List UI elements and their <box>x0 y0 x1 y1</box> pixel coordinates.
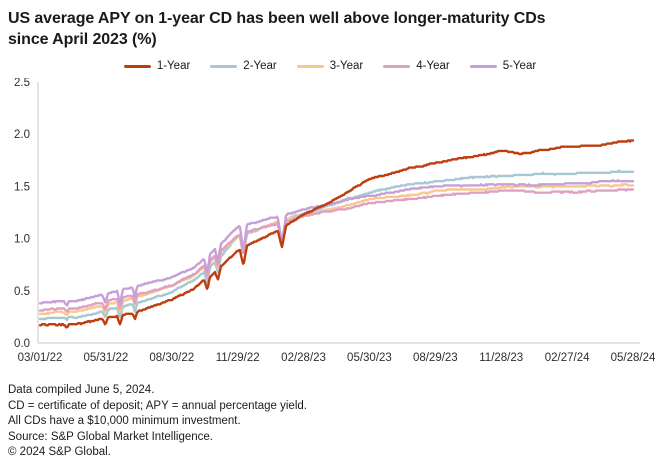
legend-swatch-5-year <box>469 64 497 68</box>
legend-item-3-year[interactable]: 3-Year <box>296 60 364 72</box>
series-line-4-year <box>38 188 635 313</box>
chart-title: US average APY on 1-year CD has been wel… <box>8 8 546 50</box>
line-chart: 0.0 0.5 1.0 1.5 2.0 2.5 03/01/22 05/31/22 08/30/… <box>14 78 656 364</box>
y-axis-label: 2.0 <box>14 129 30 141</box>
x-axis-label: 05/28/24 <box>611 352 656 364</box>
chart-title-line1: US average APY on 1-year CD has been wel… <box>8 10 546 27</box>
y-axis-label: 2.5 <box>14 78 30 89</box>
y-axis-label: 1.0 <box>14 234 30 246</box>
legend-label: 2-Year <box>243 60 277 72</box>
chart-legend: 1-Year 2-Year 3-Year 4-Year 5-Year <box>0 60 660 72</box>
y-axis-label: 0.0 <box>14 338 30 350</box>
footnote-minimum-investment: All CDs have a $10,000 minimum investmen… <box>8 415 241 428</box>
x-axis-label: 08/30/22 <box>149 352 194 364</box>
x-axis-label: 08/29/23 <box>413 352 458 364</box>
legend-item-5-year[interactable]: 5-Year <box>469 60 537 72</box>
legend-item-4-year[interactable]: 4-Year <box>383 60 450 72</box>
x-axis-label: 11/28/23 <box>479 352 523 364</box>
chart-title-line2: since April 2023 (%) <box>8 31 157 48</box>
legend-swatch-4-year <box>383 64 411 68</box>
y-axis-label: 1.5 <box>14 181 30 193</box>
x-axis-label: 03/01/22 <box>18 352 63 364</box>
series-line-1-year <box>38 139 635 329</box>
legend-label: 1-Year <box>156 60 191 72</box>
legend-swatch-1-year <box>123 64 151 68</box>
footnote-source: Source: S&P Global Market Intelligence. <box>8 430 213 443</box>
x-axis-label: 05/30/23 <box>347 352 392 364</box>
legend-label: 3-Year <box>329 60 364 72</box>
legend-item-2-year[interactable]: 2-Year <box>210 60 277 72</box>
x-axis-label: 02/27/24 <box>545 352 590 364</box>
legend-label: 5-Year <box>502 60 537 72</box>
x-axis-label: 05/31/22 <box>84 352 129 364</box>
footnote-data-compiled: Data compiled June 5, 2024. <box>8 384 155 396</box>
x-axis-label: 02/28/23 <box>281 352 326 364</box>
legend-swatch-3-year <box>296 64 324 68</box>
x-axis-label: 11/29/22 <box>216 352 260 364</box>
y-axis-label: 0.5 <box>14 286 30 298</box>
footnote-copyright: © 2024 S&P Global. <box>8 446 111 459</box>
legend-swatch-2-year <box>210 64 238 68</box>
legend-item-1-year[interactable]: 1-Year <box>123 60 191 72</box>
series-line-5-year <box>38 178 635 307</box>
chart-footnotes: Data compiled June 5, 2024. CD = certifi… <box>8 383 307 461</box>
legend-label: 4-Year <box>416 60 450 72</box>
footnote-definitions: CD = certificate of deposit; APY = annua… <box>8 399 307 412</box>
